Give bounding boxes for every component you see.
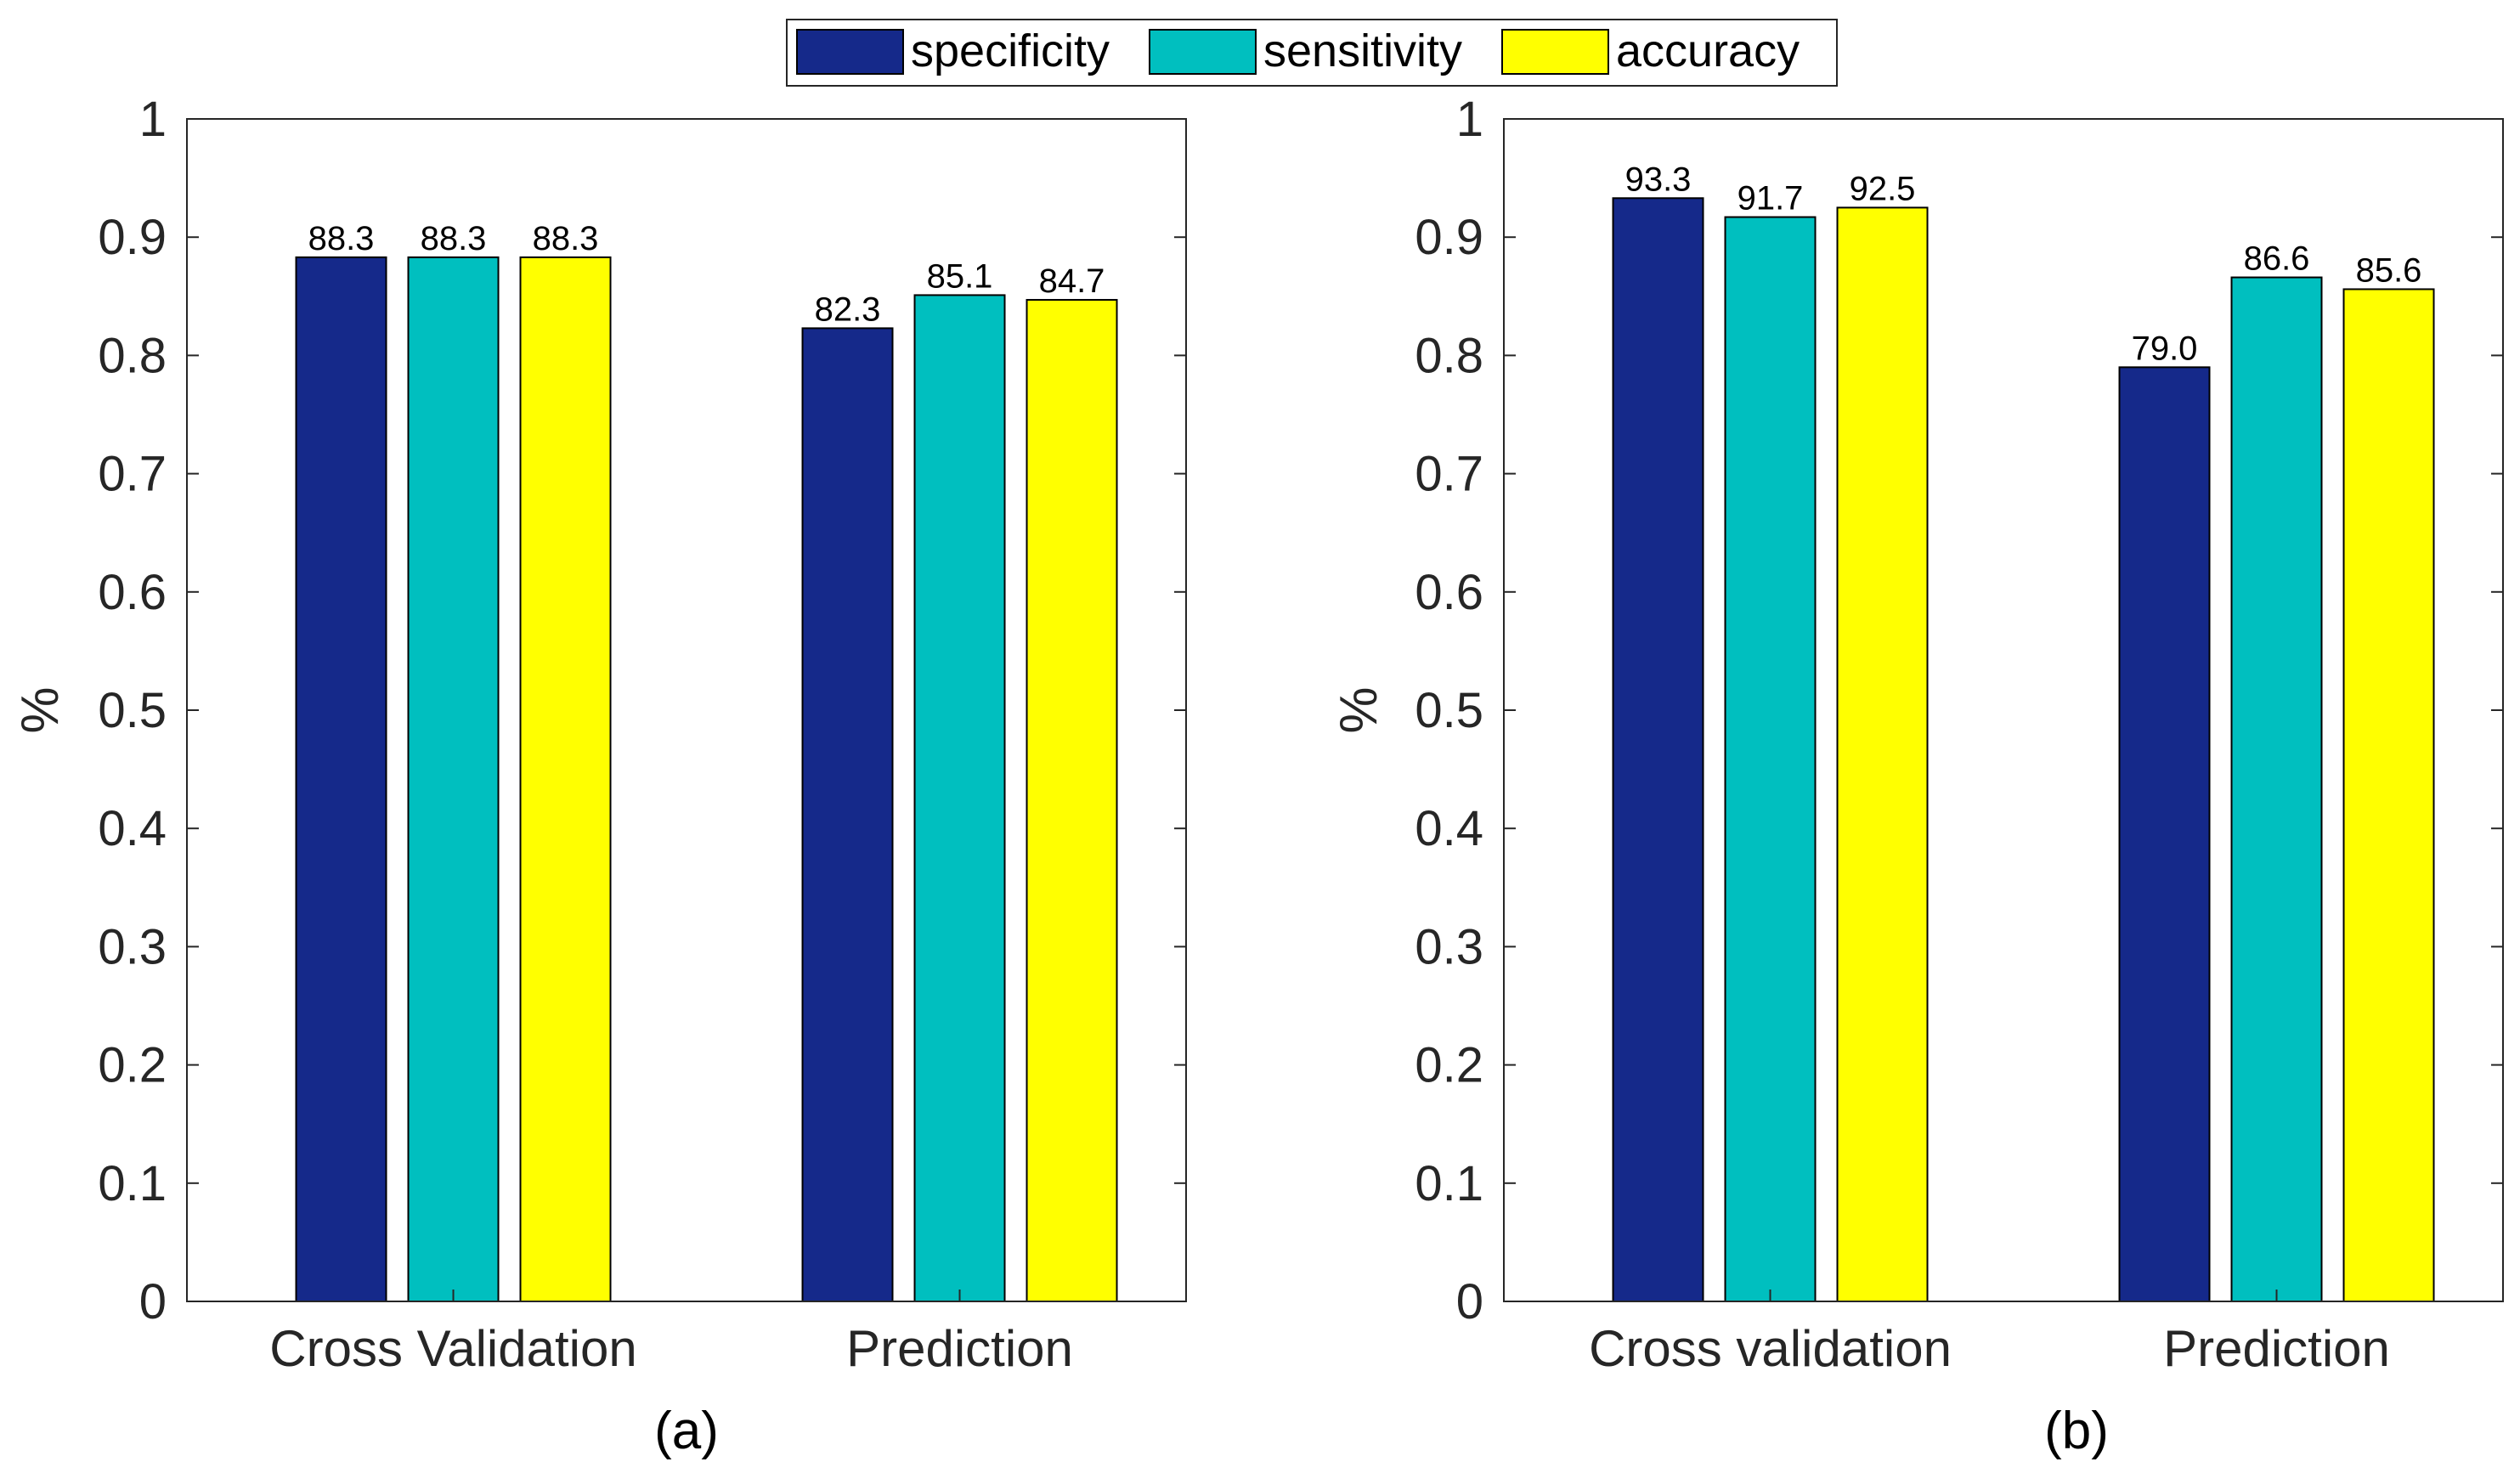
- bar-accuracy: [2342, 288, 2435, 1302]
- bar-data-label: 84.7: [1039, 262, 1105, 300]
- x-tick-label: Prediction: [846, 1320, 1073, 1377]
- y-tick-label: 0.4: [1415, 801, 1483, 856]
- y-tick-label: 0.2: [1415, 1038, 1483, 1093]
- bar-accuracy: [519, 256, 612, 1302]
- panel-label-b: (b): [2044, 1402, 2109, 1460]
- y-tick-label: 0.3: [98, 919, 167, 974]
- y-tick-label: 0: [139, 1274, 167, 1329]
- y-axis-label: %: [11, 686, 70, 733]
- bar-data-label: 82.3: [815, 291, 881, 328]
- bar-data-label: 93.3: [1625, 161, 1692, 198]
- plot-area-frame: [186, 118, 1187, 1302]
- y-tick-label: 0.8: [98, 328, 167, 383]
- chart-panel-a: 88.3 88.3 88.3 82.3 85.1 84.7 0 0.1 0.2 0.3 0.4 0.…: [11, 92, 1187, 1460]
- y-tick-label: 0.1: [98, 1156, 167, 1211]
- bar-data-label: 85.6: [2356, 251, 2422, 289]
- bar-data-label: 88.3: [308, 220, 375, 257]
- bar-specificity: [295, 256, 387, 1302]
- bar-specificity: [801, 327, 894, 1302]
- legend-swatch-sensitivity: [1149, 29, 1257, 75]
- y-tick-label: 0.9: [98, 210, 167, 265]
- y-tick-label: 0.6: [98, 565, 167, 620]
- bar-data-label: 86.6: [2244, 240, 2310, 278]
- bar-sensitivity: [1724, 216, 1817, 1302]
- y-tick-labels: 0 0.1 0.2 0.3 0.4 0.5 0.6 0.7 0.8 0.9 1: [1415, 92, 1483, 1329]
- legend-swatch-accuracy: [1501, 29, 1609, 75]
- chart-panel-b: 93.3 91.7 92.5 79.0 86.6 85.6 0 0.1 0.2 0.3 0.4 0.…: [1330, 92, 2504, 1460]
- y-tick-label: 1: [139, 92, 167, 147]
- bar-data-label: 88.3: [421, 220, 487, 257]
- x-tick-label: Cross validation: [1589, 1320, 1952, 1377]
- x-tick-label: Prediction: [2163, 1320, 2390, 1377]
- y-tick-label: 0.5: [1415, 683, 1483, 738]
- panel-label-a: (a): [654, 1402, 719, 1460]
- y-tick-label: 0.4: [98, 801, 167, 856]
- bar-accuracy: [1026, 298, 1118, 1303]
- bar-accuracy: [1836, 206, 1929, 1302]
- bar-data-label: 79.0: [2132, 330, 2198, 367]
- y-tick-label: 0.3: [1415, 919, 1483, 974]
- legend-label-accuracy: accuracy: [1616, 25, 1800, 76]
- plot-area-frame: [1503, 118, 2504, 1302]
- y-tick-label: 0.6: [1415, 565, 1483, 620]
- y-tick-label: 1: [1456, 92, 1483, 147]
- x-tick-label: Cross Validation: [269, 1320, 636, 1377]
- y-tick-label: 0.2: [98, 1038, 167, 1093]
- bar-sensitivity: [913, 294, 1006, 1303]
- y-tick-label: 0.5: [98, 683, 167, 738]
- bar-specificity: [1612, 197, 1704, 1302]
- y-tick-label: 0.9: [1415, 210, 1483, 265]
- legend-box: [786, 19, 1838, 87]
- bar-data-label: 85.1: [927, 257, 993, 295]
- legend-swatch-specificity: [796, 29, 904, 75]
- x-tick-labels: Cross Validation Prediction: [269, 1290, 1073, 1377]
- bars: [295, 256, 1118, 1303]
- x-tick-labels: Cross validation Prediction: [1589, 1290, 2390, 1377]
- legend-label-specificity: specificity: [911, 25, 1110, 76]
- bar-sensitivity: [2230, 276, 2323, 1303]
- bar-specificity: [2118, 366, 2211, 1303]
- y-tick-labels: 0 0.1 0.2 0.3 0.4 0.5 0.6 0.7 0.8 0.9 1: [98, 92, 167, 1329]
- legend: specificity sensitivity accuracy: [786, 19, 1838, 87]
- y-tick-label: 0.8: [1415, 328, 1483, 383]
- bar-data-labels: 88.3 88.3 88.3 82.3 85.1 84.7: [308, 220, 1105, 329]
- bar-data-label: 88.3: [533, 220, 599, 257]
- y-tick-label: 0.7: [98, 447, 167, 502]
- bar-data-label: 92.5: [1850, 170, 1916, 207]
- y-axis-label: %: [1330, 686, 1388, 733]
- y-tick-label: 0.7: [1415, 447, 1483, 502]
- bars: [1612, 197, 2435, 1303]
- y-tick-label: 0.1: [1415, 1156, 1483, 1211]
- bar-data-label: 91.7: [1737, 180, 1804, 217]
- bar-sensitivity: [407, 256, 500, 1302]
- legend-label-sensitivity: sensitivity: [1263, 25, 1462, 76]
- y-tick-label: 0: [1456, 1274, 1483, 1329]
- bar-data-labels: 93.3 91.7 92.5 79.0 86.6 85.6: [1625, 161, 2422, 367]
